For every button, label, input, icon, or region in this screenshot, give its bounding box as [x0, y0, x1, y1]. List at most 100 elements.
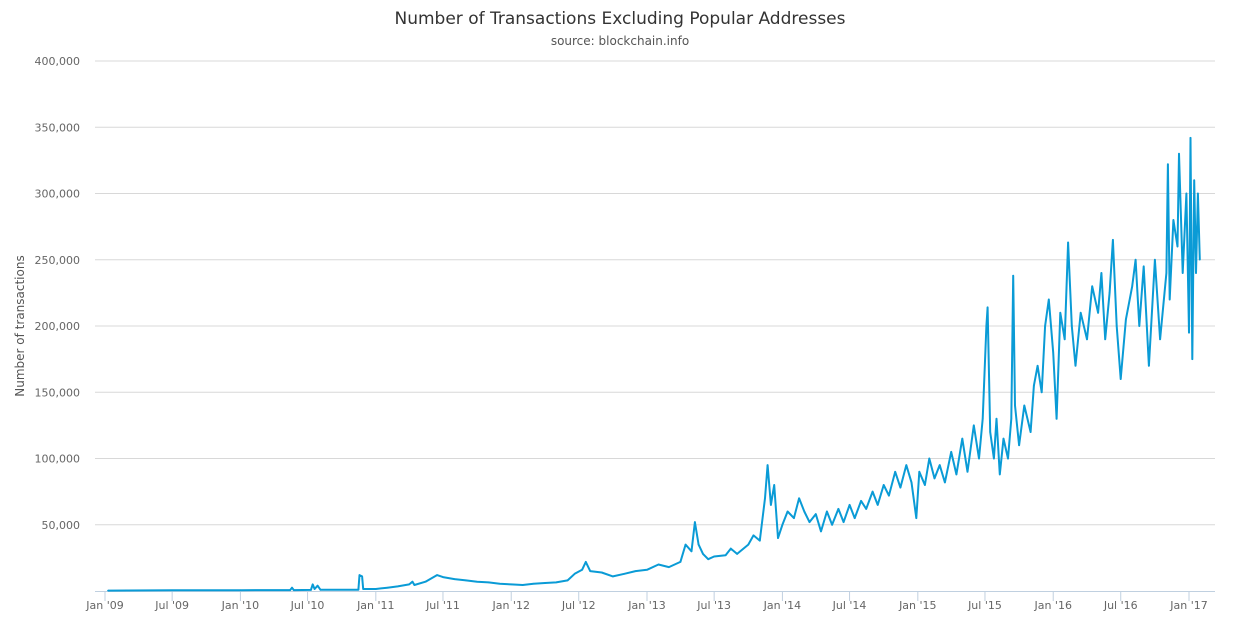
- data-point: [918, 470, 921, 473]
- data-point: [424, 580, 427, 583]
- data-point: [882, 484, 885, 486]
- data-point: [1115, 325, 1118, 327]
- x-tick-label: Jul '12: [561, 599, 596, 612]
- y-tick-label: 350,000: [35, 121, 81, 134]
- data-point: [1108, 292, 1111, 294]
- data-point: [928, 457, 931, 460]
- data-point: [1091, 285, 1093, 288]
- data-point: [786, 510, 789, 513]
- data-point: [924, 484, 926, 486]
- data-point: [910, 481, 913, 484]
- data-point: [361, 575, 363, 578]
- series-line: [107, 136, 1201, 592]
- data-point: [289, 589, 291, 591]
- data-point: [668, 566, 670, 568]
- data-point: [1131, 285, 1134, 288]
- data-point: [1010, 417, 1013, 420]
- data-point: [386, 586, 389, 589]
- data-point: [860, 500, 862, 502]
- data-point: [981, 417, 984, 420]
- data-point: [713, 555, 715, 558]
- data-point: [1176, 245, 1179, 248]
- data-point: [966, 470, 969, 473]
- data-point: [239, 589, 242, 592]
- data-point: [985, 325, 988, 327]
- data-point: [993, 457, 995, 460]
- y-tick-label: 300,000: [35, 188, 81, 201]
- data-point: [1159, 338, 1161, 341]
- data-point: [1067, 241, 1069, 244]
- data-point: [933, 477, 936, 480]
- data-point: [694, 521, 696, 523]
- data-point: [1125, 318, 1127, 321]
- x-tick-label: Jul '15: [967, 599, 1002, 612]
- data-point: [690, 550, 693, 553]
- data-point: [1191, 358, 1194, 360]
- data-point: [999, 473, 1001, 476]
- data-point: [1134, 258, 1137, 261]
- data-point: [291, 586, 293, 589]
- data-point: [894, 470, 896, 473]
- data-point: [532, 582, 535, 585]
- x-tick-label: Jan '11: [356, 599, 394, 612]
- y-axis: 50,000 100,000 150,000 200,000 250,000 300,00…: [35, 55, 81, 532]
- data-point: [702, 553, 704, 555]
- y-tick-label: 200,000: [35, 320, 81, 333]
- data-point: [1033, 384, 1035, 387]
- data-point: [950, 451, 953, 453]
- data-point: [521, 584, 524, 586]
- data-point: [1112, 239, 1114, 241]
- data-point: [697, 543, 700, 546]
- data-point: [487, 581, 490, 584]
- data-point: [411, 580, 414, 583]
- data-point: [842, 521, 845, 523]
- data-point: [311, 583, 314, 586]
- data-point: [986, 306, 989, 309]
- data-point: [1172, 219, 1175, 221]
- data-point: [1074, 364, 1077, 367]
- data-point: [973, 424, 975, 427]
- data-point: [773, 484, 776, 486]
- plot-area: [107, 136, 1201, 592]
- chart-subtitle: source: blockchain.info: [551, 34, 689, 48]
- data-point: [1197, 192, 1199, 195]
- data-point: [1138, 325, 1141, 327]
- y-axis-label: Number of transactions: [13, 255, 27, 396]
- data-point: [171, 589, 173, 592]
- data-point: [961, 437, 964, 440]
- data-point: [293, 589, 295, 591]
- x-tick-label: Jul '14: [832, 599, 867, 612]
- data-point: [1055, 417, 1058, 420]
- x-tick-label: Jan '15: [898, 599, 936, 612]
- data-point: [781, 523, 784, 526]
- y-tick-label: 400,000: [35, 55, 81, 68]
- data-point: [1185, 192, 1188, 195]
- data-point: [612, 575, 614, 578]
- data-point: [623, 572, 626, 575]
- data-point: [1198, 258, 1201, 261]
- data-point: [766, 464, 769, 466]
- data-point: [1142, 265, 1145, 268]
- x-tick-label: Jan '10: [221, 599, 259, 612]
- data-point: [915, 517, 918, 519]
- data-point: [1044, 325, 1046, 327]
- data-point: [826, 510, 828, 513]
- data-point: [1148, 364, 1150, 367]
- data-point: [876, 504, 879, 506]
- data-point: [313, 588, 316, 590]
- data-point: [573, 572, 576, 575]
- x-tick-label: Jan '13: [627, 599, 665, 612]
- data-point: [1165, 272, 1168, 274]
- data-point: [1100, 272, 1103, 274]
- data-point: [1167, 163, 1169, 166]
- data-point: [362, 588, 365, 590]
- data-point: [679, 561, 682, 563]
- data-point: [1023, 404, 1026, 407]
- data-point: [1018, 444, 1020, 447]
- data-point: [566, 579, 569, 582]
- data-point: [1059, 311, 1062, 314]
- data-point: [544, 582, 546, 584]
- grid: [95, 60, 1215, 592]
- x-tick-label: Jan '16: [1033, 599, 1071, 612]
